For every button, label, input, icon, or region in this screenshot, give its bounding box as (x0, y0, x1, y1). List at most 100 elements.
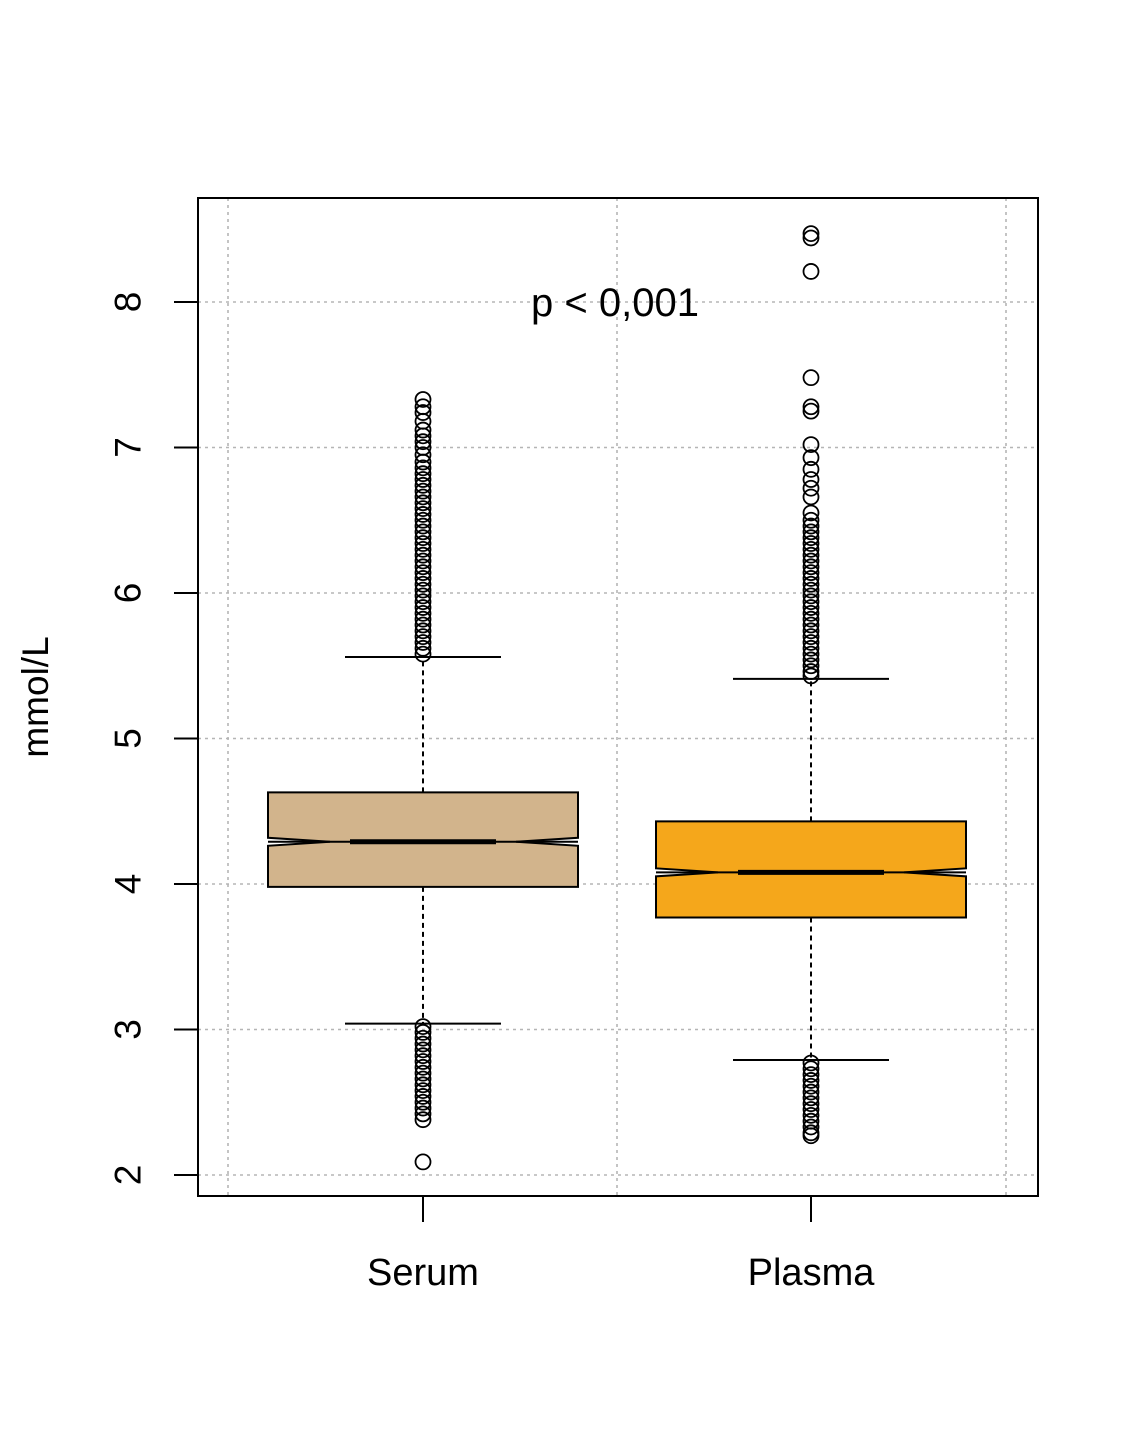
outlier-point (414, 506, 432, 523)
box-body (655, 820, 967, 919)
outlier-point (414, 1058, 432, 1076)
outlier-point (802, 402, 820, 420)
outlier-point (802, 593, 820, 611)
outlier-point (414, 1093, 432, 1111)
outlier-point (802, 616, 820, 634)
outlier-point (802, 1072, 820, 1089)
outlier-point (802, 398, 820, 416)
outlier-point (802, 471, 820, 488)
x-tick-label: Plasma (748, 1252, 876, 1294)
outlier-point (802, 639, 820, 657)
outlier-point (414, 523, 432, 541)
plot-frame (197, 197, 1039, 1197)
outlier-point (414, 511, 432, 529)
outlier-point (414, 1076, 432, 1094)
outlier-point (414, 570, 432, 587)
outlier-point (802, 436, 820, 453)
outlier-point (802, 663, 820, 680)
outlier-point (414, 1099, 432, 1117)
outlier-point (414, 517, 432, 535)
y-tick-label: 2 (108, 1165, 149, 1186)
outlier-point (414, 421, 432, 439)
outlier-point (414, 1024, 432, 1041)
outlier-point (414, 1035, 432, 1053)
outlier-point (414, 610, 432, 628)
outlier-point (414, 1018, 432, 1035)
box-series (267, 225, 967, 1171)
outlier-point (802, 622, 820, 640)
outlier-point (414, 639, 432, 657)
y-tick-label: 6 (108, 583, 149, 604)
y-axis: 2 3 4 5 6 7 8 (108, 292, 198, 1186)
y-tick-label: 3 (108, 1019, 149, 1040)
outlier-point (802, 634, 820, 651)
box-plasma (655, 225, 967, 1145)
outlier-point (414, 1047, 432, 1065)
outlier-point (802, 1118, 820, 1136)
outlier-point (802, 1066, 820, 1084)
outlier-point (802, 645, 820, 663)
y-axis-label: mmol/L (15, 636, 56, 757)
y-tick-label: 4 (108, 874, 149, 895)
outlier-point (414, 529, 432, 547)
outlier-point (802, 535, 820, 552)
outlier-point (802, 1089, 820, 1107)
outlier-point (802, 564, 820, 582)
outlier-point (802, 558, 820, 576)
outlier-point (414, 465, 432, 483)
outlier-point (414, 476, 432, 494)
outlier-point (414, 412, 432, 430)
outlier-point (414, 459, 432, 477)
outlier-point (802, 225, 820, 243)
outlier-point (414, 622, 432, 640)
outlier-point (802, 460, 820, 478)
box-serum (267, 391, 579, 1171)
outlier-point (802, 540, 820, 558)
outlier-point (414, 494, 432, 512)
outlier-point (802, 529, 820, 547)
y-tick-label: 8 (108, 292, 149, 313)
outlier-point (802, 599, 820, 616)
outlier-point (414, 558, 432, 576)
outlier-point (414, 628, 432, 646)
outlier-point (414, 1082, 432, 1100)
outlier-point (414, 1088, 432, 1105)
outlier-point (414, 1053, 432, 1070)
outlier-point (414, 552, 432, 570)
outlier-point (802, 1054, 820, 1072)
outlier-point (802, 488, 820, 506)
outlier-point (414, 587, 432, 605)
outlier-point (414, 575, 432, 593)
outlier-point (414, 634, 432, 651)
outlier-point (414, 1064, 432, 1082)
outlier-point (414, 453, 432, 471)
outlier-point (414, 500, 432, 518)
outlier-point (802, 570, 820, 587)
outlier-point (414, 1111, 432, 1129)
outlier-point (414, 546, 432, 564)
outlier-point (802, 604, 820, 622)
outlier-point (414, 581, 432, 599)
outlier-point (414, 616, 432, 634)
outlier-point (802, 581, 820, 599)
outlier-point (802, 575, 820, 593)
outlier-point (802, 369, 820, 387)
outlier-point (414, 645, 432, 663)
outlier-point (802, 628, 820, 646)
outlier-point (414, 599, 432, 616)
outlier-point (802, 546, 820, 564)
outlier-point (414, 433, 432, 451)
outlier-point (802, 263, 820, 280)
outlier-point (802, 1106, 820, 1124)
outlier-point (414, 446, 432, 464)
outlier-point (802, 1083, 820, 1101)
outlier-point (414, 540, 432, 558)
outlier-point (414, 564, 432, 582)
x-axis: Serum Plasma (367, 1196, 875, 1294)
outlier-point (802, 511, 820, 529)
outlier-point (802, 657, 820, 675)
outlier-point (802, 610, 820, 628)
x-tick-label: Serum (367, 1252, 479, 1294)
outlier-point (414, 404, 432, 421)
